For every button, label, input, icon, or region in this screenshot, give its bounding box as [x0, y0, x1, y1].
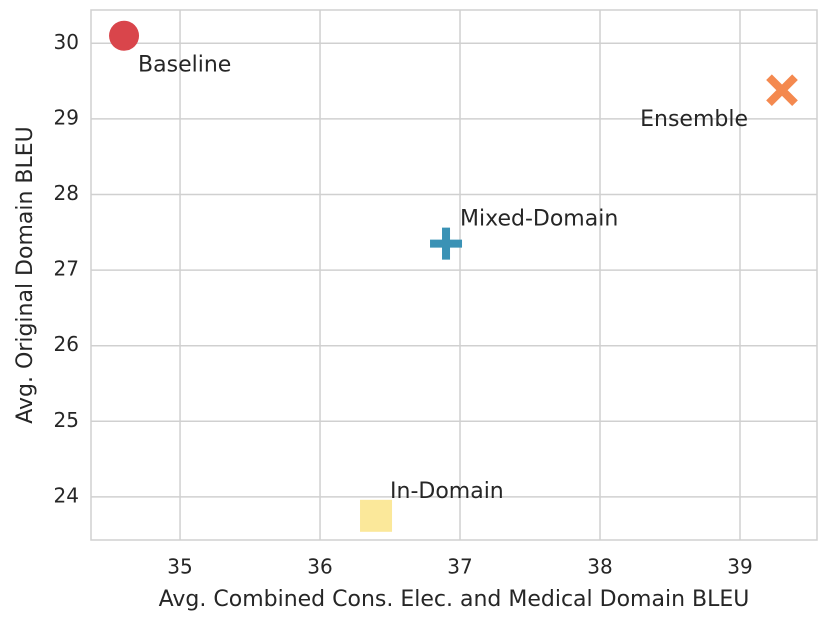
point-label: In-Domain [390, 479, 504, 504]
y-tick-label: 30 [54, 30, 79, 54]
y-tick-label: 28 [54, 181, 79, 205]
y-tick-label: 24 [54, 483, 79, 507]
x-axis-label: Avg. Combined Cons. Elec. and Medical Do… [159, 587, 750, 612]
point [430, 227, 463, 260]
y-tick-label: 27 [54, 257, 79, 281]
x-tick-label: 38 [587, 555, 612, 579]
y-tick-label: 26 [54, 332, 79, 356]
plot-frame [90, 9, 818, 541]
point [766, 74, 798, 106]
x-tick-label: 36 [307, 555, 332, 579]
y-tick-label: 29 [54, 105, 79, 129]
x-tick-label: 39 [727, 555, 752, 579]
x-tick-label: 37 [447, 555, 472, 579]
point-label: Mixed-Domain [460, 207, 618, 232]
x-tick-label: 35 [167, 555, 192, 579]
y-axis-label: Avg. Original Domain BLEU [13, 126, 38, 424]
point [360, 499, 393, 532]
y-tick-label: 25 [54, 408, 79, 432]
point [109, 20, 140, 51]
point-label: Baseline [138, 53, 231, 78]
point-label: Ensemble [640, 107, 748, 132]
